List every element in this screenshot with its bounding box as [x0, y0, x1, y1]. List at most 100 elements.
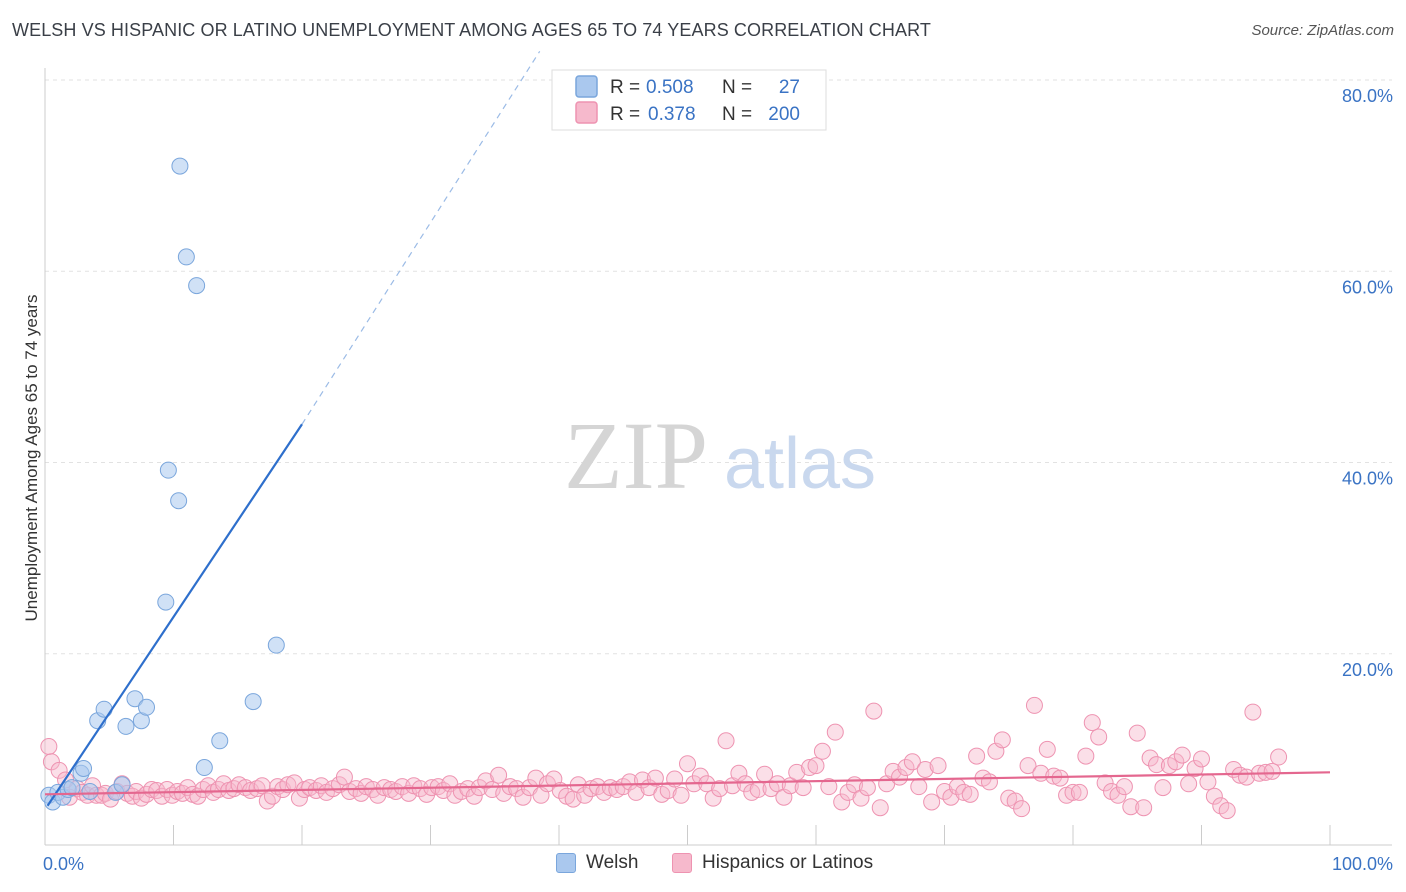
y-tick-label-3: 80.0% — [1342, 86, 1393, 106]
y-axis-label: Unemployment Among Ages 65 to 74 years — [22, 295, 41, 622]
welsh-point-14 — [126, 690, 144, 708]
axes — [44, 68, 1392, 846]
legend-bottom-welsh-label: Welsh — [586, 852, 639, 873]
watermark: ZIP atlas — [564, 402, 876, 509]
legend-hisp-r-value: 0.378 — [648, 104, 696, 125]
hisp-point-107 — [646, 769, 664, 787]
hisp-point-189 — [1173, 746, 1191, 764]
hisp-point-200 — [1244, 703, 1262, 721]
hisp-point-184 — [1141, 749, 1159, 767]
x-tick-label-0: 0.0% — [43, 854, 84, 874]
hisp-point-129 — [788, 763, 806, 781]
hisp-point-86 — [514, 788, 532, 806]
legend-welsh-r-value: 0.508 — [646, 77, 694, 98]
legend-bottom: Welsh Hispanics or Latinos — [0, 852, 1406, 878]
hisp-point-186 — [1154, 779, 1172, 797]
hisp-point-159 — [980, 773, 998, 791]
hisp-point-46 — [279, 776, 297, 794]
hisp-point-116 — [704, 789, 722, 807]
hisp-point-196 — [1218, 802, 1236, 820]
welsh-point-10 — [95, 700, 113, 718]
hisp-point-192 — [1193, 750, 1210, 768]
hisp-point-183 — [1135, 799, 1153, 817]
welsh-point-16 — [138, 698, 156, 716]
grid — [45, 79, 1392, 655]
hisp-point-151 — [929, 757, 947, 775]
hisp-point-181 — [1122, 798, 1140, 816]
welsh-points — [40, 157, 285, 811]
x-tick-label-1: 100.0% — [1332, 854, 1393, 874]
hisp-point-146 — [897, 759, 915, 777]
hisp-point-120 — [730, 764, 748, 782]
hisp-point-82 — [490, 766, 508, 784]
hisp-point-96 — [576, 786, 594, 804]
hisp-point-175 — [1083, 714, 1101, 732]
trend-lines — [44, 50, 1331, 807]
legend-bottom-hisp[interactable]: Hispanics or Latinos — [672, 852, 873, 874]
welsh-trend-extension — [301, 50, 541, 425]
hisp-point-155 — [955, 783, 973, 801]
welsh-point-7 — [75, 760, 93, 777]
hisp-point-172 — [1064, 783, 1082, 801]
hisp-point-161 — [993, 731, 1011, 749]
hisp-point-78 — [465, 787, 483, 805]
hisp-point-165 — [1019, 757, 1037, 775]
watermark-zip: ZIP — [564, 402, 708, 509]
hisp-points — [40, 696, 1288, 820]
hisp-trend-line — [44, 771, 1331, 796]
watermark-atlas: atlas — [724, 424, 876, 504]
legend-hisp-n-label: N = — [722, 104, 752, 125]
hisp-point-166 — [1025, 696, 1043, 714]
hisp-point-135 — [826, 723, 844, 741]
hisp-point-83 — [495, 784, 513, 802]
hisp-point-194 — [1205, 787, 1223, 805]
hisp-point-152 — [936, 782, 953, 800]
legend-welsh-swatch — [575, 75, 598, 98]
hisp-point-117 — [711, 780, 729, 798]
hisp-point-157 — [968, 747, 986, 765]
hisp-point-111 — [672, 786, 690, 804]
hisp-point-190 — [1180, 775, 1198, 793]
legend-welsh-n-label: N = — [722, 77, 752, 98]
welsh-point-22 — [188, 277, 206, 295]
hisp-point-141 — [865, 702, 883, 720]
legend-welsh-n-value: 27 — [779, 77, 800, 98]
hisp-point-147 — [903, 753, 921, 771]
hisp-point-174 — [1077, 747, 1095, 765]
hisp-point-133 — [813, 742, 831, 760]
hisp-point-85 — [508, 780, 526, 798]
legend-hisp-n-value: 200 — [768, 104, 800, 125]
hisp-point-43 — [263, 787, 281, 805]
welsh-point-20 — [171, 157, 189, 175]
welsh-point-12 — [113, 776, 131, 794]
hisp-point-139 — [852, 789, 870, 807]
hisp-point-118 — [717, 732, 735, 750]
y-tick-label-1: 40.0% — [1342, 469, 1393, 489]
legend-top: R = 0.508 N = 27 R = 0.378 N = 200 — [551, 69, 827, 131]
welsh-point-18 — [159, 461, 177, 479]
hisp-point-204 — [1270, 748, 1288, 766]
hisp-point-179 — [1109, 786, 1127, 804]
hisp-point-145 — [891, 768, 909, 786]
hisp-point-188 — [1167, 753, 1185, 771]
y-tick-label-0: 20.0% — [1342, 660, 1393, 680]
legend-bottom-welsh-swatch — [556, 853, 576, 873]
y-tick-label-2: 60.0% — [1342, 277, 1393, 297]
hisp-point-134 — [820, 778, 838, 796]
hisp-point-130 — [794, 779, 812, 797]
hisp-point-153 — [942, 788, 960, 806]
source-label: Source: ZipAtlas.com — [1251, 22, 1394, 39]
hisp-point-173 — [1070, 783, 1088, 801]
hisp-point-164 — [1013, 800, 1031, 818]
welsh-point-13 — [117, 717, 135, 735]
hisp-point-185 — [1148, 756, 1166, 774]
hisp-point-98 — [589, 778, 607, 796]
welsh-trend-line — [46, 423, 303, 807]
legend-bottom-welsh[interactable]: Welsh — [556, 852, 638, 874]
hisp-point-2 — [50, 761, 68, 779]
legend-hisp-r-label: R = — [610, 104, 640, 125]
tick-labels: 20.0% 40.0% 60.0% 80.0% 0.0% 100.0% — [43, 86, 1393, 874]
welsh-point-8 — [81, 782, 99, 800]
chart-title: WELSH VS HISPANIC OR LATINO UNEMPLOYMENT… — [12, 20, 931, 40]
hisp-point-40 — [248, 780, 266, 798]
